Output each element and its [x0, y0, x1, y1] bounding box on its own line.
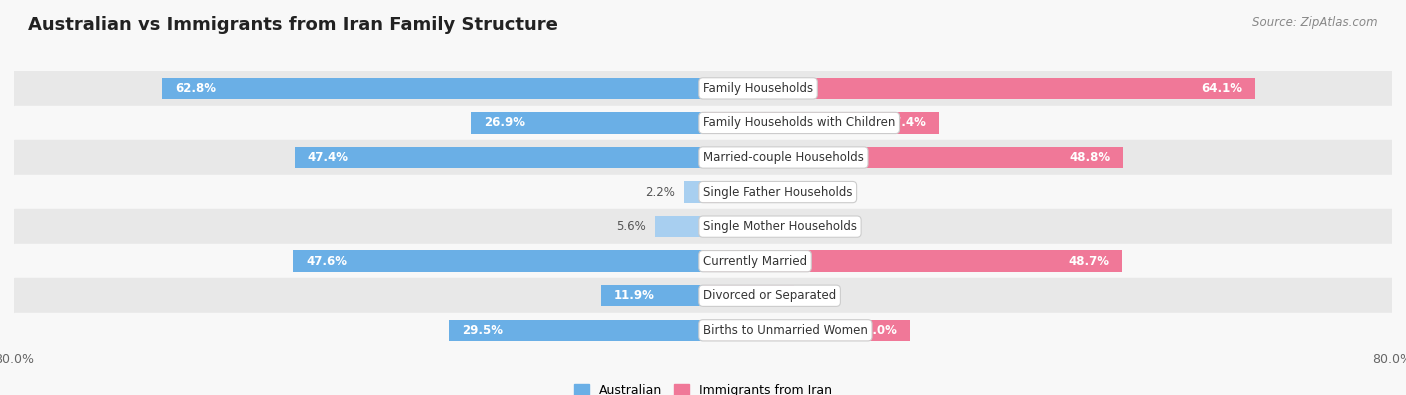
Bar — [449, 320, 703, 341]
Bar — [295, 147, 703, 168]
Bar — [600, 285, 703, 307]
Text: 48.8%: 48.8% — [1069, 151, 1111, 164]
Bar — [14, 278, 1392, 313]
Text: 48.7%: 48.7% — [1069, 255, 1109, 268]
Bar — [703, 112, 939, 134]
Text: Family Households with Children: Family Households with Children — [703, 117, 896, 130]
Text: 1.9%: 1.9% — [728, 186, 758, 199]
Text: 47.6%: 47.6% — [307, 255, 347, 268]
Bar — [703, 216, 744, 237]
Text: Births to Unmarried Women: Births to Unmarried Women — [703, 324, 868, 337]
Text: 2.2%: 2.2% — [645, 186, 675, 199]
Text: 4.8%: 4.8% — [754, 220, 783, 233]
Bar — [14, 313, 1392, 348]
Text: Divorced or Separated: Divorced or Separated — [703, 289, 837, 302]
Bar — [14, 140, 1392, 175]
Bar — [685, 181, 703, 203]
Text: 10.6%: 10.6% — [741, 289, 782, 302]
Bar — [703, 181, 720, 203]
Text: 26.9%: 26.9% — [484, 117, 526, 130]
Bar — [703, 147, 1123, 168]
Text: Married-couple Households: Married-couple Households — [703, 151, 863, 164]
Text: 47.4%: 47.4% — [308, 151, 349, 164]
Text: 5.6%: 5.6% — [616, 220, 647, 233]
Bar — [703, 250, 1122, 272]
Bar — [292, 250, 703, 272]
Legend: Australian, Immigrants from Iran: Australian, Immigrants from Iran — [568, 379, 838, 395]
Bar — [703, 78, 1256, 99]
Bar — [14, 244, 1392, 278]
Bar — [162, 78, 703, 99]
Text: Family Households: Family Households — [703, 82, 813, 95]
Bar — [14, 71, 1392, 106]
Text: 27.4%: 27.4% — [886, 117, 927, 130]
Text: 11.9%: 11.9% — [613, 289, 654, 302]
Text: 64.1%: 64.1% — [1201, 82, 1241, 95]
Bar — [14, 209, 1392, 244]
Bar — [703, 320, 910, 341]
Text: 29.5%: 29.5% — [461, 324, 503, 337]
Bar — [14, 175, 1392, 209]
Text: Currently Married: Currently Married — [703, 255, 807, 268]
Bar — [655, 216, 703, 237]
Text: Australian vs Immigrants from Iran Family Structure: Australian vs Immigrants from Iran Famil… — [28, 16, 558, 34]
Text: Single Father Households: Single Father Households — [703, 186, 852, 199]
Text: Source: ZipAtlas.com: Source: ZipAtlas.com — [1253, 16, 1378, 29]
Bar — [471, 112, 703, 134]
Bar — [703, 285, 794, 307]
Text: Single Mother Households: Single Mother Households — [703, 220, 858, 233]
Text: 62.8%: 62.8% — [176, 82, 217, 95]
Text: 24.0%: 24.0% — [856, 324, 897, 337]
Bar — [14, 106, 1392, 140]
